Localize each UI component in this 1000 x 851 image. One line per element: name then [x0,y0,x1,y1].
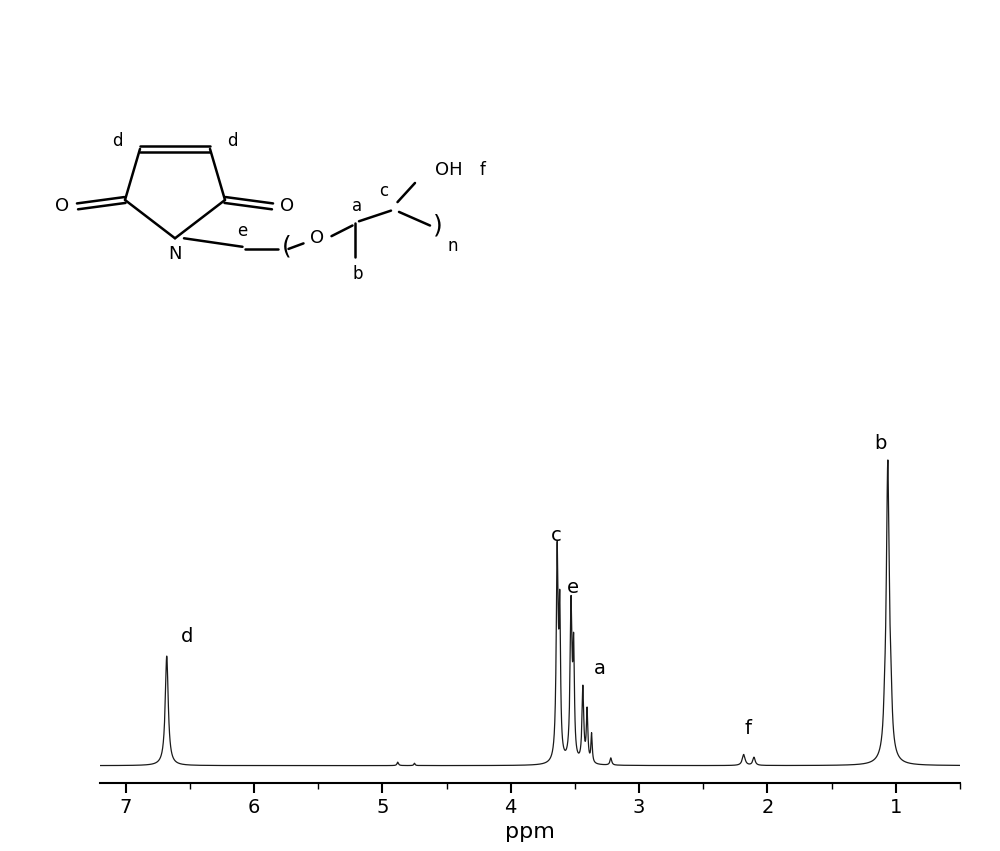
Text: d: d [112,132,123,151]
Text: O: O [280,197,295,215]
Text: OH: OH [435,161,463,180]
Text: c: c [551,526,562,545]
Text: N: N [168,245,182,264]
Text: f: f [745,719,752,739]
Text: d: d [227,132,238,151]
Text: ): ) [432,214,442,237]
Text: O: O [310,229,325,248]
Text: b: b [874,434,887,453]
Text: e: e [237,222,248,240]
X-axis label: ppm: ppm [505,822,555,842]
Text: O: O [55,197,70,215]
Text: b: b [352,266,363,283]
Text: c: c [379,182,389,201]
Text: a: a [352,197,363,214]
Text: f: f [480,161,486,180]
Text: a: a [594,659,606,677]
Text: d: d [181,627,193,646]
Text: e: e [567,578,579,597]
Text: n: n [447,237,458,255]
Text: (: ( [282,235,291,259]
